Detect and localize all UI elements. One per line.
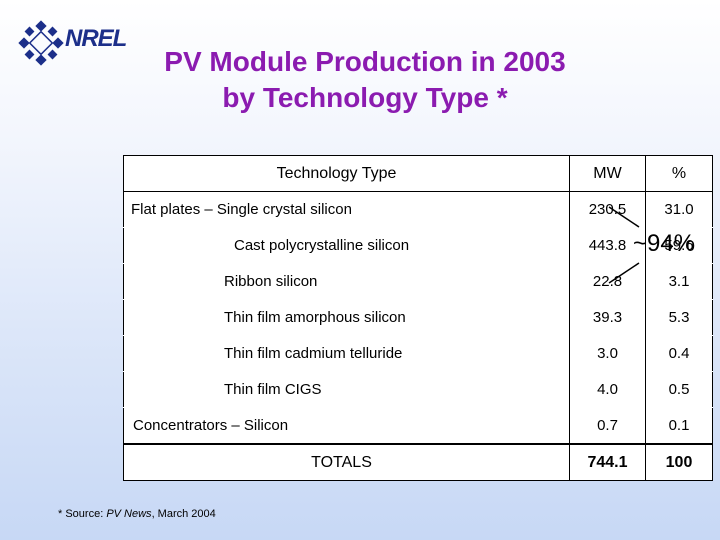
row-percent: 5.3 xyxy=(645,299,713,336)
nrel-logo: NREL xyxy=(18,20,127,68)
source-footnote: * Source: PV News, March 2004 xyxy=(58,508,216,520)
row-mw: 22.8 xyxy=(569,263,646,300)
totals-percent: 100 xyxy=(645,443,713,481)
totals-label: TOTALS xyxy=(123,443,570,481)
table-row: Thin film cadmium telluride 3.0 0.4 xyxy=(123,335,713,372)
header-percent: % xyxy=(645,155,713,192)
table-row: Thin film amorphous silicon 39.3 5.3 xyxy=(123,299,713,336)
row-percent: 31.0 xyxy=(645,191,713,228)
header-technology-type: Technology Type xyxy=(123,155,570,192)
row-mw: 230.5 xyxy=(569,191,646,228)
footnote-prefix: * Source: xyxy=(58,508,104,520)
table-row: Ribbon silicon 22.8 3.1 xyxy=(123,263,713,300)
row-type: Thin film CIGS xyxy=(123,371,570,408)
row-percent: 59.6 xyxy=(645,227,713,264)
production-table: Technology Type MW % Flat plates – Singl… xyxy=(123,155,713,481)
totals-mw: 744.1 xyxy=(569,443,646,481)
row-type: Cast polycrystalline silicon xyxy=(123,227,570,264)
table-header-row: Technology Type MW % xyxy=(123,155,713,192)
approx-94-percent-label: ~94% xyxy=(633,230,696,257)
row-type: Ribbon silicon xyxy=(123,263,570,300)
totals-row: TOTALS 744.1 100 xyxy=(123,443,713,481)
row-mw: 443.8 xyxy=(569,227,646,264)
row-type: Thin film amorphous silicon xyxy=(123,299,570,336)
header-mw: MW xyxy=(569,155,646,192)
table-row: Thin film CIGS 4.0 0.5 xyxy=(123,371,713,408)
row-percent: 3.1 xyxy=(645,263,713,300)
title-line-1: PV Module Production in 2003 xyxy=(164,46,566,77)
footnote-source: PV News xyxy=(106,508,152,520)
logo-text: NREL xyxy=(65,25,127,52)
nrel-logo-mark-icon xyxy=(18,20,64,66)
row-percent: 0.1 xyxy=(645,407,713,444)
bracket-upper-line xyxy=(608,206,640,228)
table-row: Flat plates – Single crystal silicon 230… xyxy=(123,191,713,228)
row-type: Thin film cadmium telluride xyxy=(123,335,570,372)
table-row: Concentrators – Silicon 0.7 0.1 xyxy=(123,407,713,444)
row-type: Concentrators – Silicon xyxy=(123,407,570,444)
bracket-lines xyxy=(608,206,640,284)
bracket-lower-line xyxy=(608,262,640,284)
row-mw: 0.7 xyxy=(569,407,646,444)
slide-title: PV Module Production in 2003 by Technolo… xyxy=(150,44,580,116)
row-type: Flat plates – Single crystal silicon xyxy=(123,191,570,228)
row-percent: 0.4 xyxy=(645,335,713,372)
row-mw: 39.3 xyxy=(569,299,646,336)
row-percent: 0.5 xyxy=(645,371,713,408)
footnote-date: , March 2004 xyxy=(151,508,216,520)
row-mw: 3.0 xyxy=(569,335,646,372)
row-mw: 4.0 xyxy=(569,371,646,408)
table-row: Cast polycrystalline silicon 443.8 59.6 xyxy=(123,227,713,264)
title-line-2: by Technology Type * xyxy=(222,82,508,113)
